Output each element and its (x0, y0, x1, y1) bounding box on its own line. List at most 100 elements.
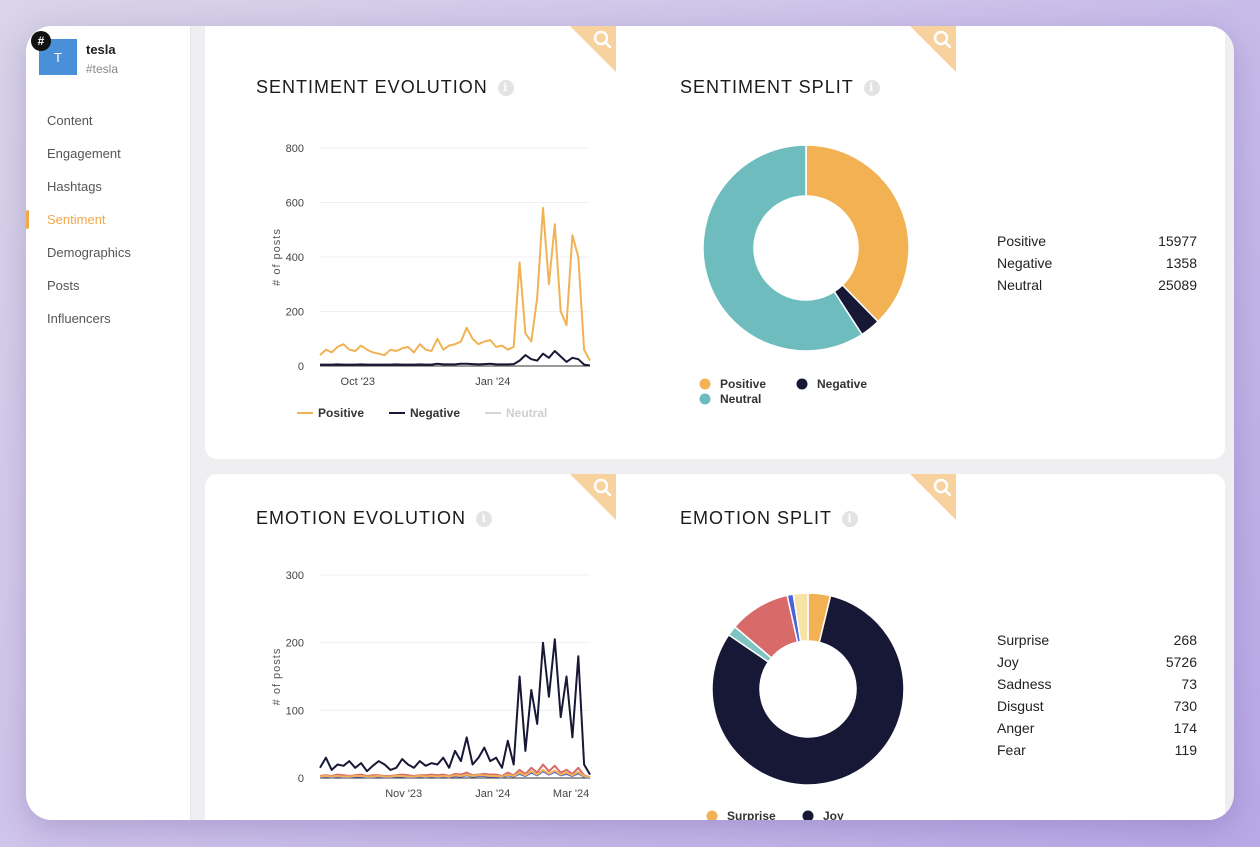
row-value: 1358 (1165, 255, 1197, 271)
legend-label: Neutral (720, 392, 761, 406)
donut-slice-neutral (702, 144, 863, 352)
sidebar-item-demographics[interactable]: Demographics (47, 245, 131, 260)
table-row: Fear 119 (997, 739, 1197, 761)
table-row: Neutral 25089 (997, 274, 1197, 296)
emotion-split-title: EMOTION SPLIT i (680, 508, 859, 529)
y-tick-label: 300 (286, 570, 304, 582)
legend-dot (796, 378, 808, 390)
table-row: Surprise 268 (997, 629, 1197, 651)
sentiment-split-donut: Positive Negative Neutral (699, 144, 910, 406)
zoom-corner-icon[interactable] (570, 26, 616, 72)
emotion-evolution-title-text: EMOTION EVOLUTION (256, 508, 467, 528)
legend-label: Joy (823, 809, 844, 820)
sidebar-item-influencers[interactable]: Influencers (47, 311, 111, 326)
hashtag-badge-icon: # (31, 31, 51, 51)
legend-dot (699, 393, 711, 405)
legend-dot (699, 378, 711, 390)
info-icon[interactable]: i (863, 79, 880, 96)
sidebar-item-posts[interactable]: Posts (47, 278, 80, 293)
sentiment-evolution-chart: 0 200 400 600 800 # of posts Oct '23 Jan '24 Pos… (271, 143, 591, 420)
table-row: Anger 174 (997, 717, 1197, 739)
legend-label: Negative (410, 406, 460, 420)
y-axis-label: # of posts (271, 648, 283, 706)
y-tick-label: 400 (286, 252, 304, 264)
zoom-corner-icon[interactable] (910, 474, 956, 520)
sidebar-nav: Content Engagement Hashtags Sentiment De… (26, 104, 190, 335)
legend-label: Surprise (727, 809, 776, 820)
emotion-evolution-title: EMOTION EVOLUTION i (256, 508, 493, 529)
sentiment-evolution-title-text: SENTIMENT EVOLUTION (256, 77, 488, 97)
info-icon[interactable]: i (476, 510, 493, 527)
y-tick-label: 0 (298, 361, 304, 373)
row-value: 73 (1181, 676, 1197, 692)
emotion-split-title-text: EMOTION SPLIT (680, 508, 833, 528)
emotion-card: EMOTION EVOLUTION i 0 100 200 300 # of posts… (205, 474, 1225, 820)
app-window: # T tesla #tesla Content Engagement Hash… (26, 26, 1234, 820)
x-tick-label: Nov '23 (385, 788, 422, 800)
table-row: Joy 5726 (997, 651, 1197, 673)
donut-slice-joy (711, 594, 905, 786)
emotion-split-donut: Surprise Joy (706, 592, 905, 820)
sentiment-split-title-text: SENTIMENT SPLIT (680, 77, 854, 97)
donut-slice-anger (792, 592, 809, 643)
y-tick-label: 800 (286, 143, 304, 155)
y-tick-label: 200 (286, 307, 304, 319)
row-value: 174 (1173, 720, 1197, 736)
row-value: 730 (1173, 698, 1197, 714)
sentiment-split-table: Positive 15977 Negative 1358 Neutral 25089 (997, 230, 1197, 296)
row-value: 119 (1174, 742, 1197, 758)
row-value: 15977 (1158, 233, 1197, 249)
sentiment-evolution-title: SENTIMENT EVOLUTION i (256, 77, 514, 98)
table-row: Negative 1358 (997, 252, 1197, 274)
sidebar-item-content[interactable]: Content (47, 113, 93, 128)
row-label: Negative (997, 255, 1053, 271)
legend-label: Positive (318, 406, 364, 420)
y-axis-label: # of posts (271, 228, 283, 286)
table-row: Disgust 730 (997, 695, 1197, 717)
legend-label: Neutral (506, 406, 547, 420)
series-line-joy (319, 638, 591, 776)
y-tick-label: 600 (286, 198, 304, 210)
table-row: Sadness 73 (997, 673, 1197, 695)
row-value: 268 (1173, 632, 1197, 648)
info-icon[interactable]: i (842, 510, 859, 527)
sentiment-card: SENTIMENT EVOLUTION i 0 200 400 600 800 # of … (205, 26, 1225, 459)
row-label: Joy (997, 654, 1019, 670)
emotion-split-table: Surprise 268 Joy 5726 Sadness 73 Disgust 730… (997, 629, 1197, 761)
x-tick-label: Mar '24 (553, 788, 589, 800)
y-tick-label: 0 (298, 773, 304, 785)
x-tick-label: Jan '24 (475, 376, 510, 388)
series-line-positive (319, 207, 591, 362)
legend-dot (802, 810, 814, 820)
row-value: 25089 (1158, 277, 1197, 293)
row-label: Sadness (997, 676, 1052, 692)
info-icon[interactable]: i (497, 79, 514, 96)
row-label: Fear (997, 742, 1026, 758)
legend-label: Negative (817, 377, 867, 391)
account-name: tesla (86, 42, 116, 57)
y-tick-label: 200 (286, 638, 304, 650)
row-label: Surprise (997, 632, 1050, 648)
sidebar: # T tesla #tesla Content Engagement Hash… (26, 26, 191, 820)
sidebar-item-sentiment[interactable]: Sentiment (26, 203, 190, 236)
row-value: 5726 (1165, 654, 1197, 670)
x-tick-label: Jan '24 (475, 788, 510, 800)
account-hashtag: #tesla (86, 62, 119, 76)
sentiment-split-title: SENTIMENT SPLIT i (680, 77, 880, 98)
y-tick-label: 100 (286, 705, 304, 717)
zoom-corner-icon[interactable] (570, 474, 616, 520)
row-label: Anger (997, 720, 1035, 736)
sidebar-item-engagement[interactable]: Engagement (47, 146, 121, 161)
donut-slice-positive (805, 144, 910, 323)
table-row: Positive 15977 (997, 230, 1197, 252)
series-line-surprise (319, 768, 591, 779)
x-tick-label: Oct '23 (341, 376, 376, 388)
zoom-corner-icon[interactable] (910, 26, 956, 72)
series-line-negative (320, 350, 591, 367)
emotion-evolution-chart: 0 100 200 300 # of posts Nov '23 Jan '24 Mar '2… (271, 570, 591, 800)
row-label: Disgust (997, 698, 1044, 714)
sidebar-item-hashtags[interactable]: Hashtags (47, 179, 102, 194)
legend-dot (706, 810, 718, 820)
legend-label: Positive (720, 377, 766, 391)
row-label: Positive (997, 233, 1047, 249)
